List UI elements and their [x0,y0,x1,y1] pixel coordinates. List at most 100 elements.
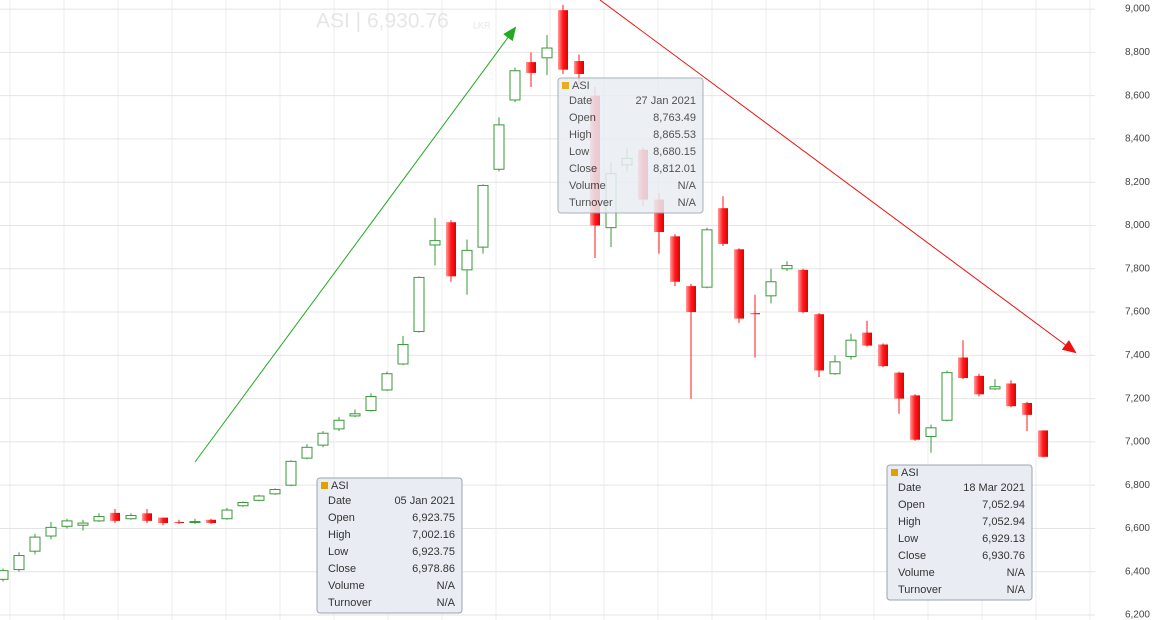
tooltip-value: N/A [1007,567,1026,579]
y-tick-label: 9,000 [1125,4,1150,15]
candle-body [974,375,984,395]
candle-body [0,570,9,580]
y-tick-label: 6,400 [1125,566,1150,577]
candle-body [958,357,968,379]
candle-body [509,70,521,101]
candle-body [558,10,568,70]
candle-body [45,526,57,537]
tooltip-label: Open [569,112,596,124]
candle-body [110,512,120,521]
tooltip-label: Close [328,563,356,575]
y-tick-label: 7,800 [1125,263,1150,274]
candle-body [349,413,361,417]
y-tick-label: 8,200 [1125,177,1150,188]
candle-body [574,61,584,75]
tooltip-value: 8,680.15 [653,146,696,158]
tooltip-label: High [328,529,351,541]
candle-body [221,509,233,520]
tooltip-value: N/A [437,580,456,592]
tooltip-label: Open [898,499,925,511]
tooltip: ASI Date 18 Mar 2021 Open 7,052.94 High 7,052.… [886,464,1033,601]
candle-body [301,446,313,459]
tooltip-box [557,77,704,214]
tooltip-label: Close [898,550,926,562]
candle-body [701,229,713,288]
trend-arrow-down [599,0,1077,354]
tooltip-value: N/A [1007,584,1026,596]
tooltip-swatch [562,82,569,89]
tooltip-value: 6,929.13 [982,533,1025,545]
tooltip-label: High [898,516,921,528]
tooltip-value: 7,002.16 [412,529,455,541]
tooltip-value: 8,865.53 [653,129,696,141]
candle-body [750,313,760,315]
candle-body [493,124,505,170]
candle-body [541,47,553,59]
candle-body [461,249,473,271]
candle-body [814,314,824,371]
candle-body [189,521,201,524]
candle-body [61,520,73,527]
tooltip-value: 7,052.94 [982,499,1025,511]
candle-body [237,501,249,507]
tooltip-label: Low [328,546,348,558]
candle-body [13,555,25,571]
candle-body [269,489,281,495]
candle-body [654,199,664,232]
candle-body [910,395,920,440]
tooltip-label: Turnover [569,197,613,209]
candle-body [333,419,345,430]
y-tick-label: 6,600 [1125,523,1150,534]
candle-body [845,339,857,357]
candle-body [413,276,425,333]
y-tick-label: 7,600 [1125,307,1150,318]
y-tick-label: 6,200 [1125,610,1150,620]
candle-body [477,184,489,248]
tooltip-label: Low [898,533,918,545]
candle-body [718,208,728,244]
candle-body [734,249,744,319]
tooltip-label: Date [569,95,592,107]
tooltip-label: Date [328,495,351,507]
candle-body [1006,383,1016,407]
candle-body [93,516,105,522]
tooltip-label: Close [569,163,597,175]
tooltip-label: Volume [569,180,606,192]
y-tick-label: 6,800 [1125,480,1150,491]
candle-body [670,236,680,282]
candle-body [125,514,137,520]
tooltip-swatch [321,482,328,489]
tooltip: ASI Date 05 Jan 2021 Open 6,923.75 High 7,002.… [316,477,463,614]
candle-body [29,536,41,552]
tooltip: ASI Date 27 Jan 2021 Open 8,763.49 High 8,865.… [557,77,704,214]
tooltip-label: Low [569,146,589,158]
tooltip-label: Date [898,482,921,494]
tooltip-value: 6,923.75 [412,546,455,558]
tooltip-label: Turnover [328,597,372,609]
candle-body [446,222,456,277]
candle-body [798,269,808,313]
tooltip-value: 6,923.75 [412,512,455,524]
candle-body [381,373,393,391]
tooltip-value: 27 Jan 2021 [635,95,696,107]
candle-body [925,427,937,437]
tooltip-value: 18 Mar 2021 [963,482,1025,494]
y-tick-label: 8,000 [1125,220,1150,231]
y-tick-label: 7,400 [1125,350,1150,361]
candle-body [77,522,89,526]
tooltip-value: 7,052.94 [982,516,1025,528]
tooltip-label: High [569,129,592,141]
candle-body [285,460,297,486]
candle-body [317,432,329,446]
candle-body [781,265,793,270]
candle-body [174,521,184,523]
tooltip-series: ASI [572,80,590,92]
candle-body [397,344,409,365]
candle-body [989,386,1001,390]
candle-body [862,332,872,346]
tooltip-series: ASI [331,480,349,492]
y-tick-label: 8,400 [1125,134,1150,145]
tooltip-value: 05 Jan 2021 [394,495,455,507]
